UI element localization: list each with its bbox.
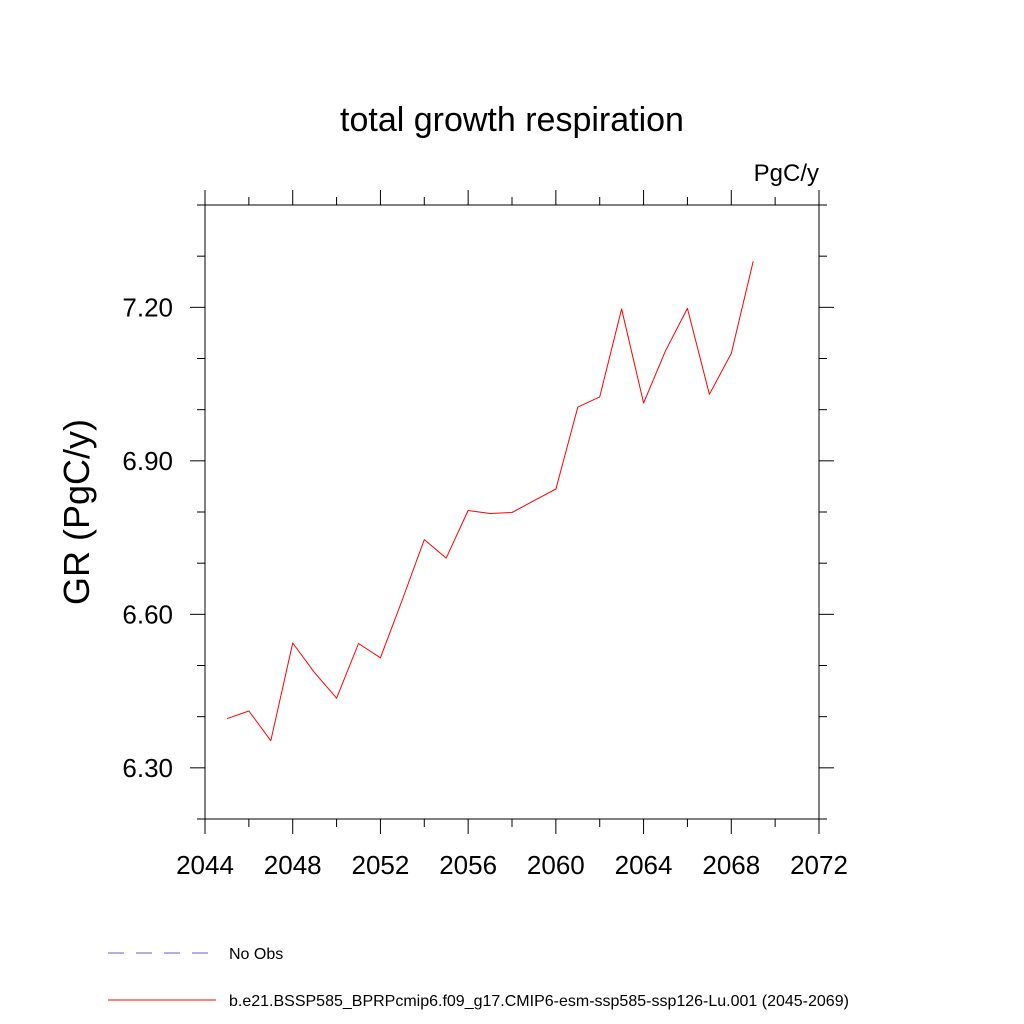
axis-ticks: 2044 2048 2052 2056 2060 2064 2068 2072 6.30 6.60… [122,190,848,880]
x-tick-label: 2072 [790,850,848,880]
x-tick-label: 2060 [527,850,585,880]
y-tick-label: 6.90 [122,446,173,476]
x-tick-label: 2044 [176,850,234,880]
series-layer [226,261,754,742]
y-axis-label: GR (PgC/y) [56,419,97,605]
legend-label: No Obs [229,946,283,963]
units-label: PgC/y [754,160,819,187]
chart-title: total growth respiration [340,101,684,139]
x-tick-label: 2052 [352,850,410,880]
legend-label: b.e21.BSSP585_BPRPcmip6.f09_g17.CMIP6-es… [229,993,849,1010]
y-tick-label: 6.30 [122,753,173,783]
y-tick-label: 7.20 [122,292,173,322]
x-tick-label: 2056 [439,850,497,880]
x-tick-label: 2064 [615,850,673,880]
legend: No Obs b.e21.BSSP585_BPRPcmip6.f09_g17.CM… [108,946,849,1010]
x-tick-label: 2068 [702,850,760,880]
x-tick-label: 2048 [264,850,322,880]
series-line [226,261,754,742]
y-tick-label: 6.60 [122,599,173,629]
